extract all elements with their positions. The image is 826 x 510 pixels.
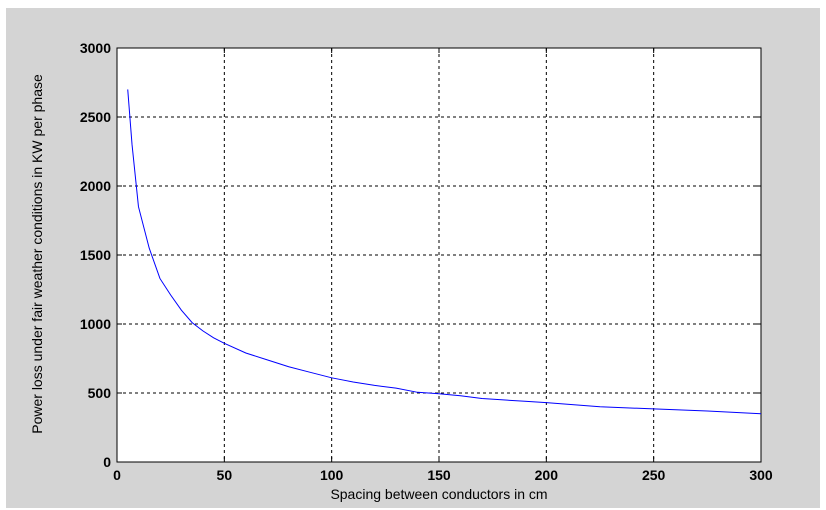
y-tick-label: 2000 (80, 178, 111, 194)
x-tick-label: 150 (427, 467, 451, 483)
y-tick-label: 500 (88, 385, 112, 401)
x-tick-labels: 0 50 100 150 200 250 300 (113, 467, 773, 483)
series-line (127, 89, 762, 415)
x-tick-label: 200 (535, 467, 559, 483)
y-axis-label: Power loss under fair weather conditions… (29, 74, 45, 434)
x-tick-label: 300 (749, 467, 773, 483)
y-tick-label: 1500 (80, 247, 111, 263)
y-tick-label: 0 (103, 454, 111, 470)
x-tick-label: 50 (217, 467, 233, 483)
grid-lines (117, 48, 761, 462)
tick-marks (116, 47, 762, 463)
figure-window: 0 50 100 150 200 250 300 0 500 1000 1500 2000 2500 3… (6, 8, 820, 508)
y-tick-label: 2500 (80, 109, 111, 125)
x-tick-label: 100 (320, 467, 344, 483)
x-tick-label: 0 (113, 467, 121, 483)
y-tick-label: 3000 (80, 40, 111, 56)
x-axis-label: Spacing between conductors in cm (330, 486, 547, 502)
x-tick-label: 250 (642, 467, 666, 483)
y-tick-label: 1000 (80, 316, 111, 332)
line-chart: 0 50 100 150 200 250 300 0 500 1000 1500 2000 2500 3… (29, 40, 773, 502)
y-tick-labels: 0 500 1000 1500 2000 2500 3000 (80, 40, 111, 470)
